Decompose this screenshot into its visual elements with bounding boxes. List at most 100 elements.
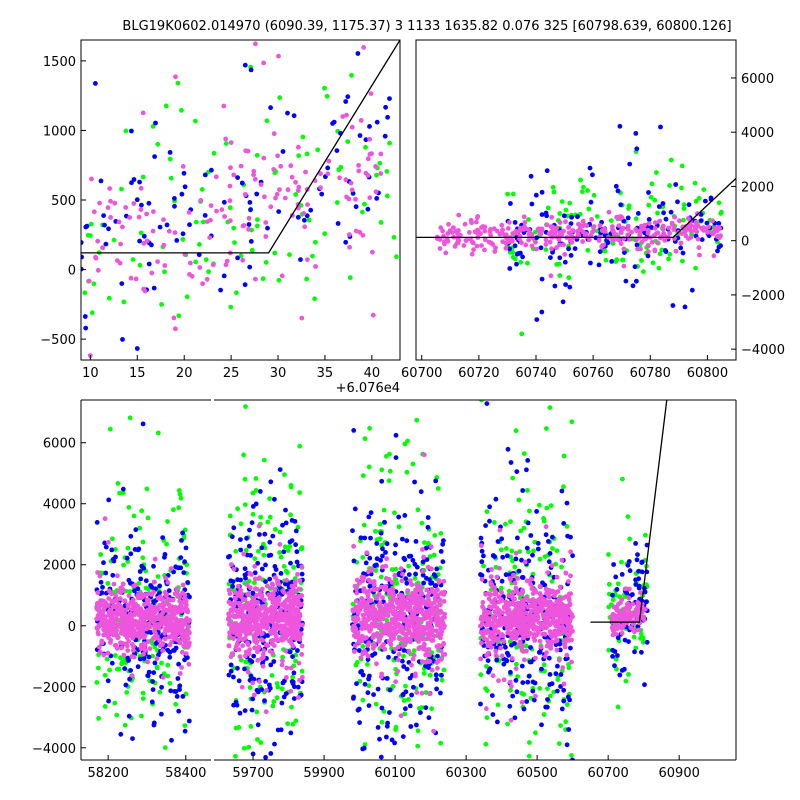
blue-point — [250, 590, 256, 596]
pink-point — [462, 221, 468, 227]
pink-point — [353, 616, 359, 622]
pink-point — [474, 243, 480, 249]
pink-point — [116, 219, 122, 225]
pink-point — [537, 638, 543, 644]
pink-point — [255, 608, 261, 614]
green-point — [566, 275, 572, 281]
green-point — [518, 259, 524, 265]
x-tick-label: 20 — [176, 366, 193, 381]
blue-point — [658, 124, 663, 130]
pink-point — [355, 632, 360, 637]
pink-point — [526, 232, 532, 237]
blue-point — [699, 237, 705, 243]
pink-point — [177, 603, 183, 609]
pink-point — [519, 648, 525, 653]
blue-point — [356, 648, 362, 653]
pink-point — [130, 599, 136, 604]
blue-point — [569, 214, 574, 220]
blue-point — [528, 173, 534, 179]
blue-point — [383, 550, 388, 555]
blue-point — [100, 584, 105, 590]
green-point — [692, 180, 698, 186]
blue-point — [524, 699, 530, 704]
green-point — [349, 72, 354, 78]
pink-point — [353, 196, 358, 202]
blue-point — [561, 213, 567, 219]
pink-point — [145, 659, 151, 665]
pink-point — [557, 220, 563, 225]
green-point — [585, 247, 591, 253]
pink-point — [351, 649, 357, 654]
blue-point — [546, 655, 552, 661]
blue-point — [426, 715, 432, 721]
green-point — [542, 554, 548, 559]
blue-point — [252, 570, 258, 576]
pink-point — [214, 208, 219, 214]
pink-point — [116, 607, 122, 613]
blue-point — [159, 711, 164, 717]
blue-point — [259, 566, 265, 572]
pink-point — [142, 288, 148, 294]
pink-point — [383, 563, 389, 569]
pink-point — [389, 598, 395, 604]
pink-point — [442, 611, 447, 617]
green-point — [510, 254, 516, 260]
pink-point — [227, 198, 233, 204]
green-point — [608, 218, 614, 224]
blue-point — [544, 213, 549, 219]
pink-point — [529, 624, 535, 630]
blue-point — [520, 254, 525, 260]
blue-point — [380, 546, 385, 552]
pink-point — [89, 176, 94, 182]
green-point — [567, 200, 573, 206]
blue-point — [439, 672, 444, 678]
green-point — [248, 724, 254, 729]
pink-point — [257, 626, 262, 632]
blue-point — [263, 562, 268, 568]
pink-point — [138, 642, 144, 648]
pink-point — [101, 632, 106, 638]
pink-point — [106, 539, 111, 545]
pink-point — [543, 586, 549, 592]
pink-point — [406, 648, 412, 654]
blue-point — [231, 674, 236, 680]
blue-point — [268, 751, 274, 756]
pink-point — [231, 636, 236, 641]
blue-point — [539, 212, 545, 218]
blue-point — [367, 583, 373, 589]
pink-point — [347, 232, 352, 238]
blue-point — [146, 669, 152, 675]
pink-point — [106, 627, 112, 633]
blue-point — [529, 201, 535, 207]
pink-point — [649, 239, 655, 245]
blue-point — [162, 554, 167, 560]
pink-point — [262, 597, 267, 603]
model-line — [81, 40, 400, 254]
green-point — [176, 505, 182, 511]
pink-point — [253, 586, 258, 592]
pink-point — [360, 633, 365, 639]
blue-point — [93, 81, 98, 86]
pink-point — [242, 597, 248, 603]
green-point — [649, 181, 655, 187]
blue-point — [151, 599, 157, 604]
pink-point — [177, 671, 183, 676]
blue-point — [294, 559, 300, 565]
pink-point — [293, 179, 298, 185]
pink-point — [562, 252, 568, 257]
pink-point — [568, 591, 574, 597]
pink-point — [268, 204, 274, 210]
blue-point — [111, 558, 117, 564]
blue-point — [238, 577, 244, 583]
pink-point — [303, 169, 308, 175]
pink-point — [361, 45, 366, 50]
blue-point — [363, 137, 369, 143]
pink-point — [368, 91, 374, 96]
blue-point — [151, 670, 157, 675]
green-point — [110, 536, 115, 542]
pink-point — [427, 602, 432, 607]
blue-point — [152, 154, 158, 160]
y-tick-label: 6000 — [43, 437, 76, 452]
pink-point — [411, 652, 417, 658]
